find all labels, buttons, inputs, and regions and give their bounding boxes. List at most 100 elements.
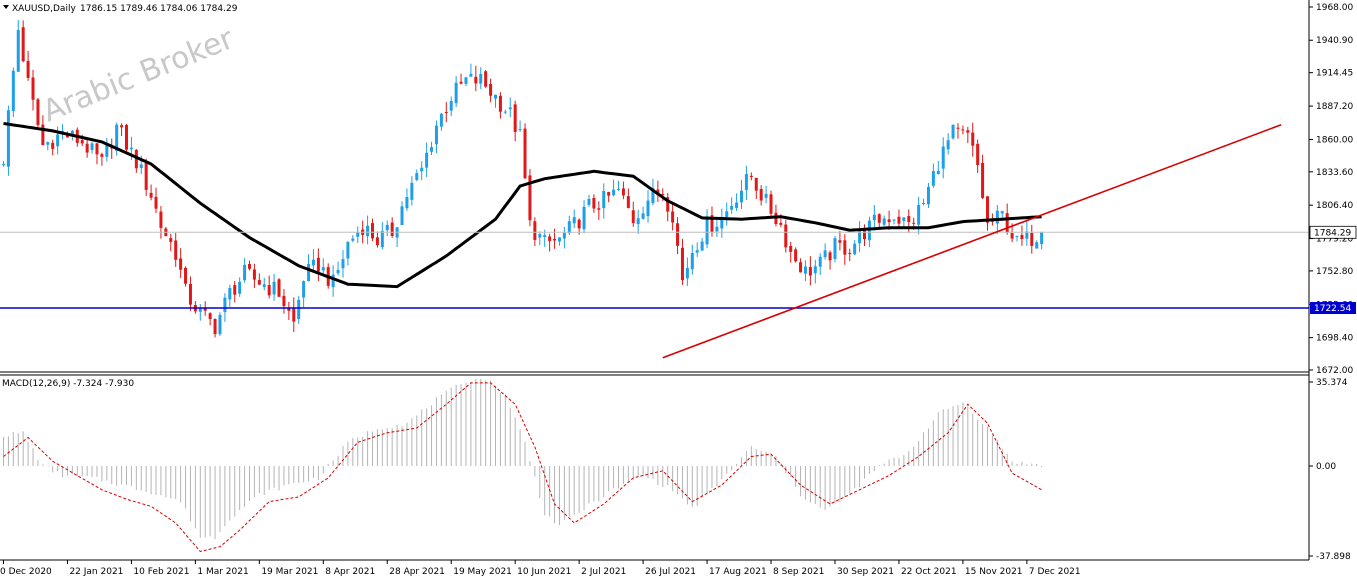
- candle[interactable]: [1040, 231, 1044, 250]
- candle[interactable]: [538, 231, 542, 246]
- candle[interactable]: [936, 160, 940, 175]
- candle[interactable]: [922, 198, 926, 206]
- candle[interactable]: [503, 109, 507, 115]
- candle[interactable]: [931, 163, 935, 188]
- candle[interactable]: [154, 187, 158, 214]
- candle[interactable]: [626, 188, 630, 209]
- candle[interactable]: [828, 250, 832, 270]
- candle[interactable]: [587, 194, 591, 207]
- candle[interactable]: [454, 76, 458, 107]
- candle[interactable]: [115, 122, 119, 156]
- candle[interactable]: [243, 258, 247, 283]
- candle[interactable]: [85, 138, 89, 158]
- candle[interactable]: [789, 241, 793, 263]
- candle[interactable]: [188, 276, 192, 311]
- candle[interactable]: [759, 185, 763, 206]
- candle[interactable]: [754, 177, 758, 199]
- candle[interactable]: [735, 193, 739, 211]
- candle[interactable]: [444, 102, 448, 123]
- candle[interactable]: [582, 200, 586, 234]
- candle[interactable]: [297, 295, 301, 324]
- candle[interactable]: [621, 181, 625, 200]
- candle[interactable]: [415, 169, 419, 182]
- candle[interactable]: [100, 152, 104, 166]
- price-pane[interactable]: 1968.00 1940.90 1914.45 1887.20 1860.00 1833.…: [0, 3, 1357, 376]
- candle[interactable]: [105, 137, 109, 162]
- candle[interactable]: [941, 137, 945, 179]
- candle[interactable]: [843, 234, 847, 265]
- candle[interactable]: [302, 280, 306, 308]
- candle[interactable]: [459, 73, 463, 85]
- candle[interactable]: [676, 217, 680, 255]
- candle[interactable]: [705, 209, 709, 249]
- candle[interactable]: [134, 149, 138, 173]
- candle[interactable]: [282, 289, 286, 314]
- candle[interactable]: [198, 303, 202, 321]
- candle[interactable]: [125, 123, 128, 155]
- candle[interactable]: [597, 201, 601, 220]
- candle[interactable]: [784, 219, 788, 253]
- candle[interactable]: [430, 141, 434, 155]
- candle[interactable]: [277, 278, 281, 297]
- candle[interactable]: [1015, 235, 1019, 242]
- candle[interactable]: [848, 248, 852, 262]
- candle[interactable]: [858, 221, 862, 253]
- candle[interactable]: [479, 67, 483, 89]
- candle[interactable]: [169, 233, 173, 252]
- candle[interactable]: [1025, 221, 1029, 246]
- candle[interactable]: [680, 238, 684, 285]
- candle[interactable]: [371, 218, 374, 242]
- symbol-dropdown-icon[interactable]: [3, 5, 9, 9]
- candle[interactable]: [838, 231, 842, 251]
- candle[interactable]: [877, 213, 881, 229]
- candle[interactable]: [518, 120, 522, 132]
- candle[interactable]: [292, 297, 296, 332]
- candle[interactable]: [213, 318, 217, 338]
- candle[interactable]: [808, 256, 812, 286]
- candle[interactable]: [548, 233, 552, 252]
- candle[interactable]: [685, 257, 689, 286]
- candle[interactable]: [425, 142, 429, 177]
- candle[interactable]: [233, 281, 237, 303]
- candle[interactable]: [666, 193, 670, 222]
- candle[interactable]: [400, 201, 404, 226]
- candle[interactable]: [469, 63, 473, 78]
- candle[interactable]: [174, 232, 178, 267]
- candle[interactable]: [567, 215, 571, 235]
- candle[interactable]: [508, 97, 512, 118]
- candle[interactable]: [646, 190, 650, 223]
- candle[interactable]: [149, 184, 153, 201]
- candle[interactable]: [513, 100, 517, 142]
- candle[interactable]: [218, 312, 222, 336]
- candle[interactable]: [794, 247, 798, 263]
- candle[interactable]: [420, 161, 424, 181]
- candle[interactable]: [636, 209, 640, 234]
- candle[interactable]: [21, 20, 25, 63]
- candle[interactable]: [557, 237, 561, 246]
- candle[interactable]: [562, 226, 566, 249]
- candle[interactable]: [710, 206, 714, 237]
- candle[interactable]: [238, 277, 242, 297]
- candle[interactable]: [946, 133, 950, 155]
- candle[interactable]: [813, 259, 817, 284]
- candle[interactable]: [872, 204, 876, 231]
- candle[interactable]: [986, 196, 989, 231]
- candle[interactable]: [769, 190, 773, 220]
- candle[interactable]: [671, 203, 675, 231]
- macd-pane[interactable]: 35.374 0.00 -37.898: [3, 378, 1352, 562]
- candle[interactable]: [464, 76, 468, 87]
- candle[interactable]: [882, 215, 886, 227]
- candle[interactable]: [612, 179, 616, 197]
- candle[interactable]: [316, 248, 320, 282]
- candle[interactable]: [818, 253, 822, 276]
- candle[interactable]: [617, 180, 620, 191]
- candle[interactable]: [602, 183, 606, 219]
- candle[interactable]: [336, 261, 340, 276]
- candle[interactable]: [179, 248, 183, 278]
- candle[interactable]: [159, 206, 163, 239]
- candle[interactable]: [267, 275, 271, 299]
- candle[interactable]: [528, 169, 532, 227]
- candle[interactable]: [641, 206, 645, 220]
- candle[interactable]: [966, 126, 970, 144]
- candle[interactable]: [248, 260, 251, 271]
